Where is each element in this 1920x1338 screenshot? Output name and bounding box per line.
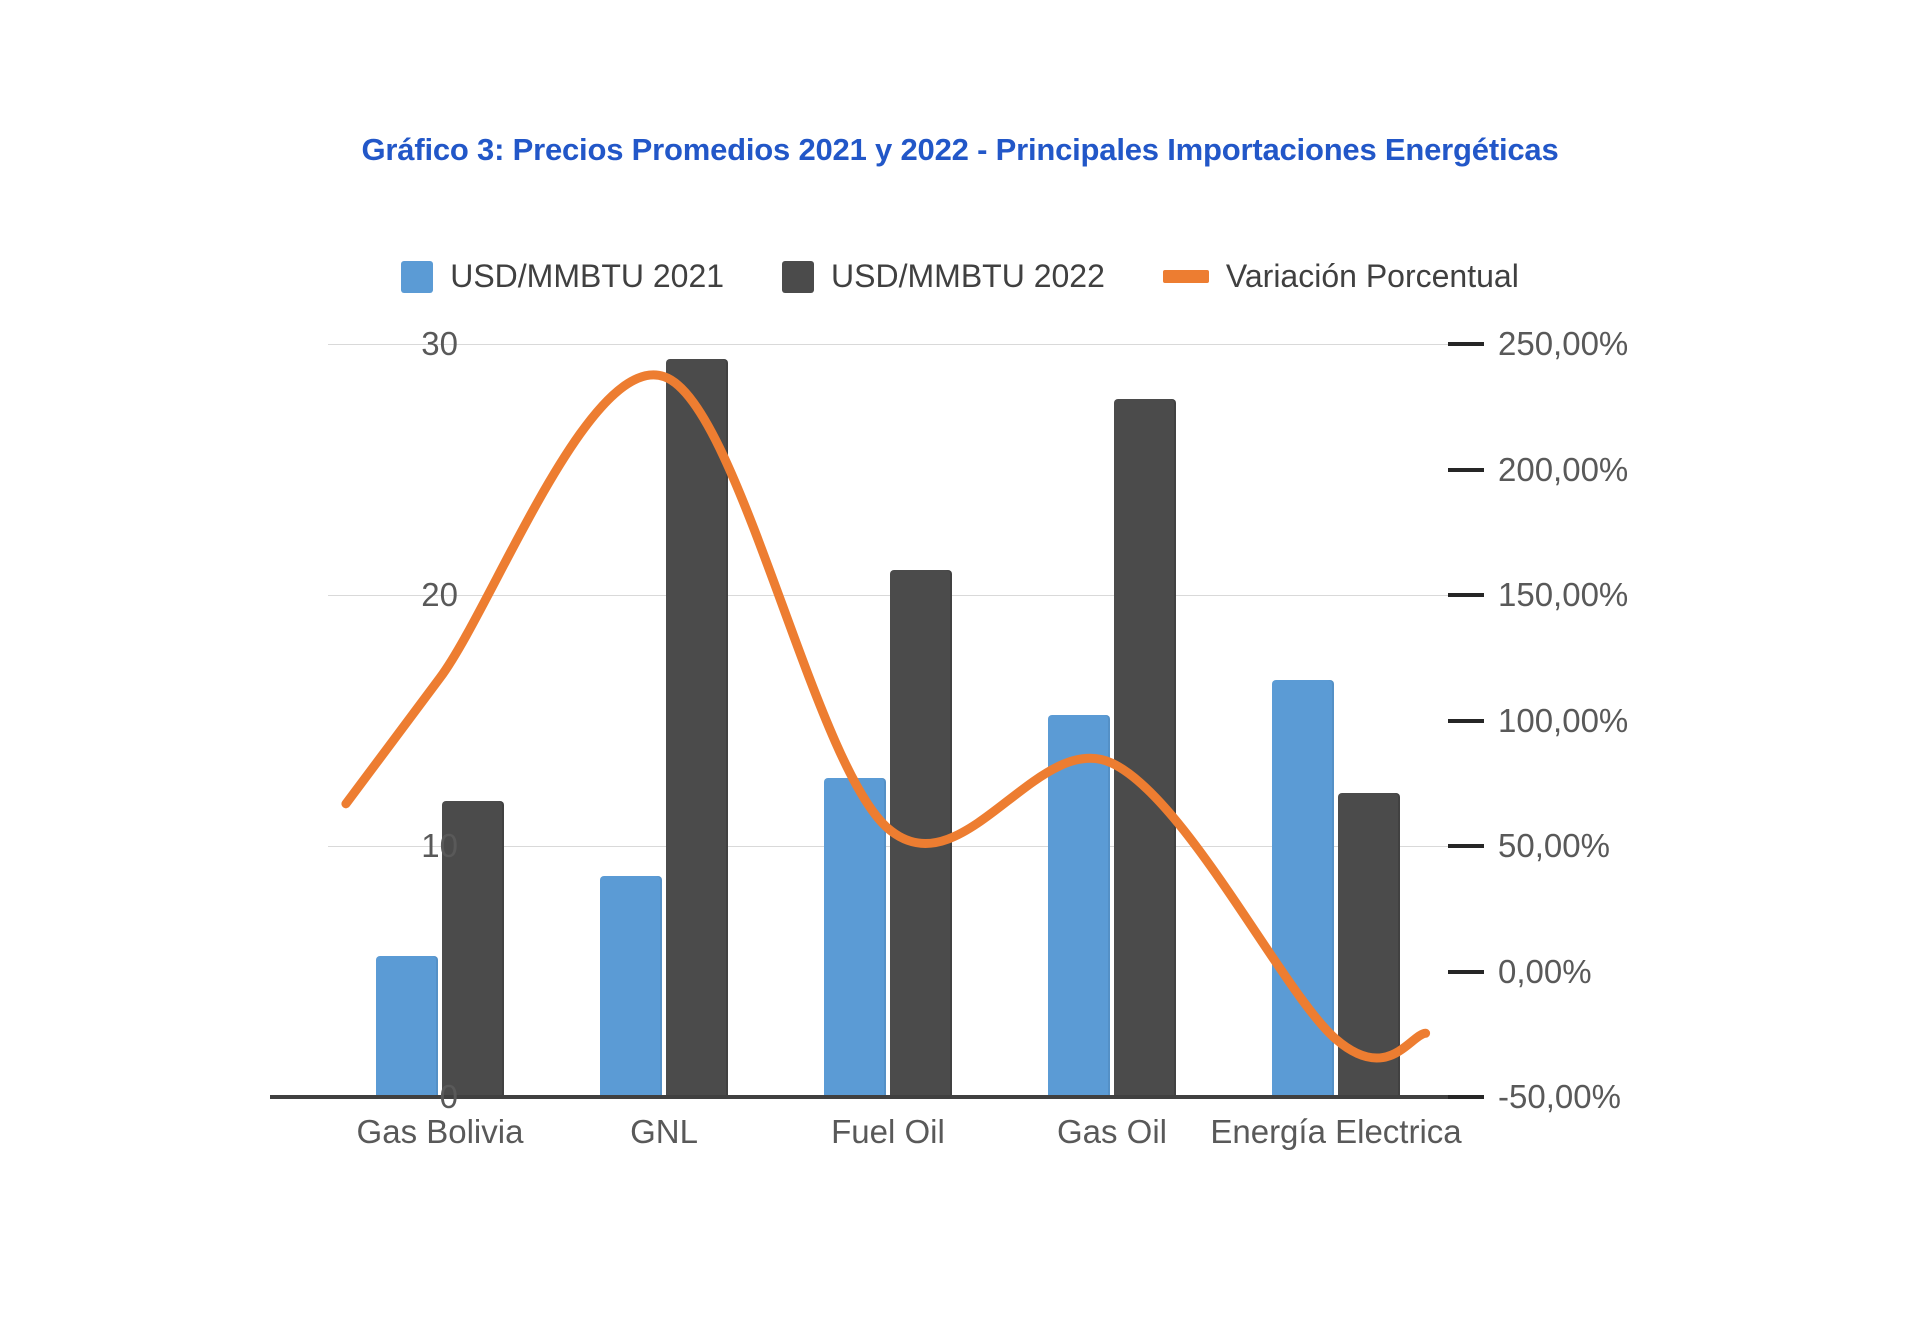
x-axis-category-label: GNL	[630, 1113, 698, 1150]
y-axis-right-tick-label: 150,00%	[1498, 576, 1629, 613]
bar-2021[interactable]	[824, 778, 886, 1097]
x-axis-category-label: Energía Electrica	[1210, 1113, 1462, 1150]
y-axis-right-tick-label: -50,00%	[1498, 1078, 1621, 1115]
y-axis-left-tick-label: 20	[421, 576, 458, 613]
legend-item-2021[interactable]: USD/MMBTU 2021	[401, 258, 724, 295]
y-axis-left-tick-label: 10	[421, 827, 458, 864]
bar-group	[328, 344, 552, 1097]
gridline	[328, 344, 1448, 345]
bar-2022[interactable]	[1338, 793, 1400, 1097]
y-axis-right-tick-label: 200,00%	[1498, 450, 1629, 488]
chart-title: Gráfico 3: Precios Promedios 2021 y 2022…	[361, 132, 1559, 167]
y-axis-right-tick-dash-icon	[1448, 718, 1484, 723]
y-axis-right-tick-dash-icon	[1448, 593, 1484, 597]
y-axis-right-tick: 200,00%	[1448, 451, 1628, 489]
chart-legend: USD/MMBTU 2021 USD/MMBTU 2022 Variación …	[0, 258, 1920, 295]
y-axis-right-tick-label: 250,00%	[1498, 325, 1629, 362]
x-axis-category-label: Fuel Oil	[831, 1113, 945, 1150]
y-axis-right-tick: -50,00%	[1448, 1078, 1621, 1116]
y-axis-right-tick: 250,00%	[1448, 325, 1628, 363]
y-axis-right-tick: 150,00%	[1448, 576, 1628, 614]
plot-area	[270, 344, 1448, 1099]
legend-label-2022: USD/MMBTU 2022	[831, 258, 1105, 294]
legend-swatch-2022	[782, 260, 815, 293]
bar-group	[552, 344, 776, 1097]
x-axis-baseline	[270, 1095, 1448, 1099]
y-axis-right-tick: 0,00%	[1448, 953, 1592, 991]
bar-2022[interactable]	[890, 569, 952, 1097]
bar-group	[1224, 344, 1448, 1097]
y-axis-right-tick: 50,00%	[1448, 827, 1610, 865]
y-axis-right-tick: 100,00%	[1448, 702, 1628, 740]
y-axis-right-tick-label: 100,00%	[1498, 701, 1629, 739]
y-axis-left-tick-label: 30	[421, 325, 458, 362]
legend-item-variacion[interactable]: Variación Porcentual	[1162, 258, 1519, 295]
legend-label-2021: USD/MMBTU 2021	[450, 258, 725, 294]
bar-group	[776, 344, 1000, 1097]
y-axis-right-tick-label: 0,00%	[1498, 952, 1592, 990]
bar-2021[interactable]	[1272, 680, 1334, 1097]
bar-2022[interactable]	[1114, 399, 1176, 1097]
bar-2021[interactable]	[1048, 715, 1110, 1097]
bar-2021[interactable]	[600, 876, 662, 1097]
bar-2022[interactable]	[666, 359, 728, 1097]
x-axis-category-label: Gas Bolivia	[356, 1113, 524, 1150]
legend-swatch-variacion	[1162, 270, 1209, 283]
legend-swatch-2021	[401, 260, 434, 293]
y-axis-right-tick-dash-icon	[1448, 969, 1484, 974]
bar-2021[interactable]	[376, 956, 438, 1097]
y-axis-right-tick-dash-icon	[1448, 467, 1484, 472]
y-axis-right-tick-dash-icon	[1448, 1095, 1484, 1099]
legend-label-variacion: Variación Porcentual	[1225, 258, 1519, 294]
bar-group	[1000, 344, 1224, 1097]
y-axis-right-tick-dash-icon	[1448, 844, 1484, 848]
x-axis-category-label: Gas Oil	[1056, 1113, 1168, 1150]
y-axis-right-tick-label: 50,00%	[1498, 827, 1610, 864]
y-axis-left-tick-label: 0	[439, 1078, 458, 1115]
legend-item-2022[interactable]: USD/MMBTU 2022	[782, 258, 1105, 295]
y-axis-right-tick-dash-icon	[1448, 342, 1484, 346]
